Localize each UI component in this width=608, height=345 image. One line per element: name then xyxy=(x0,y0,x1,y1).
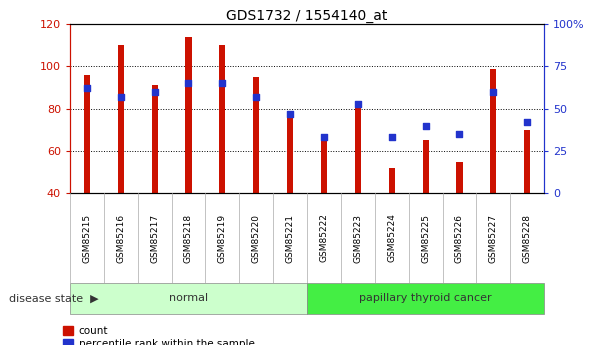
Point xyxy=(116,94,126,100)
Text: GSM85225: GSM85225 xyxy=(421,214,430,263)
Text: GSM85220: GSM85220 xyxy=(252,214,261,263)
Text: normal: normal xyxy=(169,294,208,303)
Bar xyxy=(219,45,226,193)
Text: GSM85221: GSM85221 xyxy=(286,214,295,263)
Point xyxy=(319,135,329,140)
Bar xyxy=(185,37,192,193)
FancyBboxPatch shape xyxy=(70,283,307,314)
Text: GSM85224: GSM85224 xyxy=(387,214,396,263)
Text: GSM85223: GSM85223 xyxy=(353,214,362,263)
Point xyxy=(285,111,295,117)
Bar xyxy=(118,45,124,193)
Point xyxy=(455,131,465,137)
Point xyxy=(488,89,498,95)
Bar xyxy=(84,75,90,193)
Point xyxy=(522,119,532,125)
Point xyxy=(184,80,193,86)
Point xyxy=(421,123,430,128)
Point xyxy=(353,101,363,106)
Point xyxy=(150,89,159,95)
Text: GSM85216: GSM85216 xyxy=(116,214,125,263)
Bar xyxy=(287,113,293,193)
Title: GDS1732 / 1554140_at: GDS1732 / 1554140_at xyxy=(226,9,388,23)
Bar xyxy=(253,77,259,193)
Bar xyxy=(457,161,463,193)
Bar xyxy=(389,168,395,193)
Bar xyxy=(490,69,496,193)
Point xyxy=(82,86,92,91)
Bar xyxy=(151,86,157,193)
Text: GSM85217: GSM85217 xyxy=(150,214,159,263)
Legend: count, percentile rank within the sample: count, percentile rank within the sample xyxy=(63,326,255,345)
Text: GSM85215: GSM85215 xyxy=(82,214,91,263)
Text: GSM85227: GSM85227 xyxy=(489,214,498,263)
Bar xyxy=(355,105,361,193)
Bar xyxy=(423,140,429,193)
Text: GSM85222: GSM85222 xyxy=(319,214,328,263)
FancyBboxPatch shape xyxy=(307,283,544,314)
Bar xyxy=(524,130,530,193)
Text: GSM85226: GSM85226 xyxy=(455,214,464,263)
Point xyxy=(387,135,396,140)
Bar xyxy=(321,140,327,193)
Text: disease state  ▶: disease state ▶ xyxy=(9,294,98,303)
Text: GSM85219: GSM85219 xyxy=(218,214,227,263)
Point xyxy=(218,80,227,86)
Text: papillary thyroid cancer: papillary thyroid cancer xyxy=(359,294,492,303)
Point xyxy=(251,94,261,100)
Text: GSM85228: GSM85228 xyxy=(523,214,532,263)
Text: GSM85218: GSM85218 xyxy=(184,214,193,263)
